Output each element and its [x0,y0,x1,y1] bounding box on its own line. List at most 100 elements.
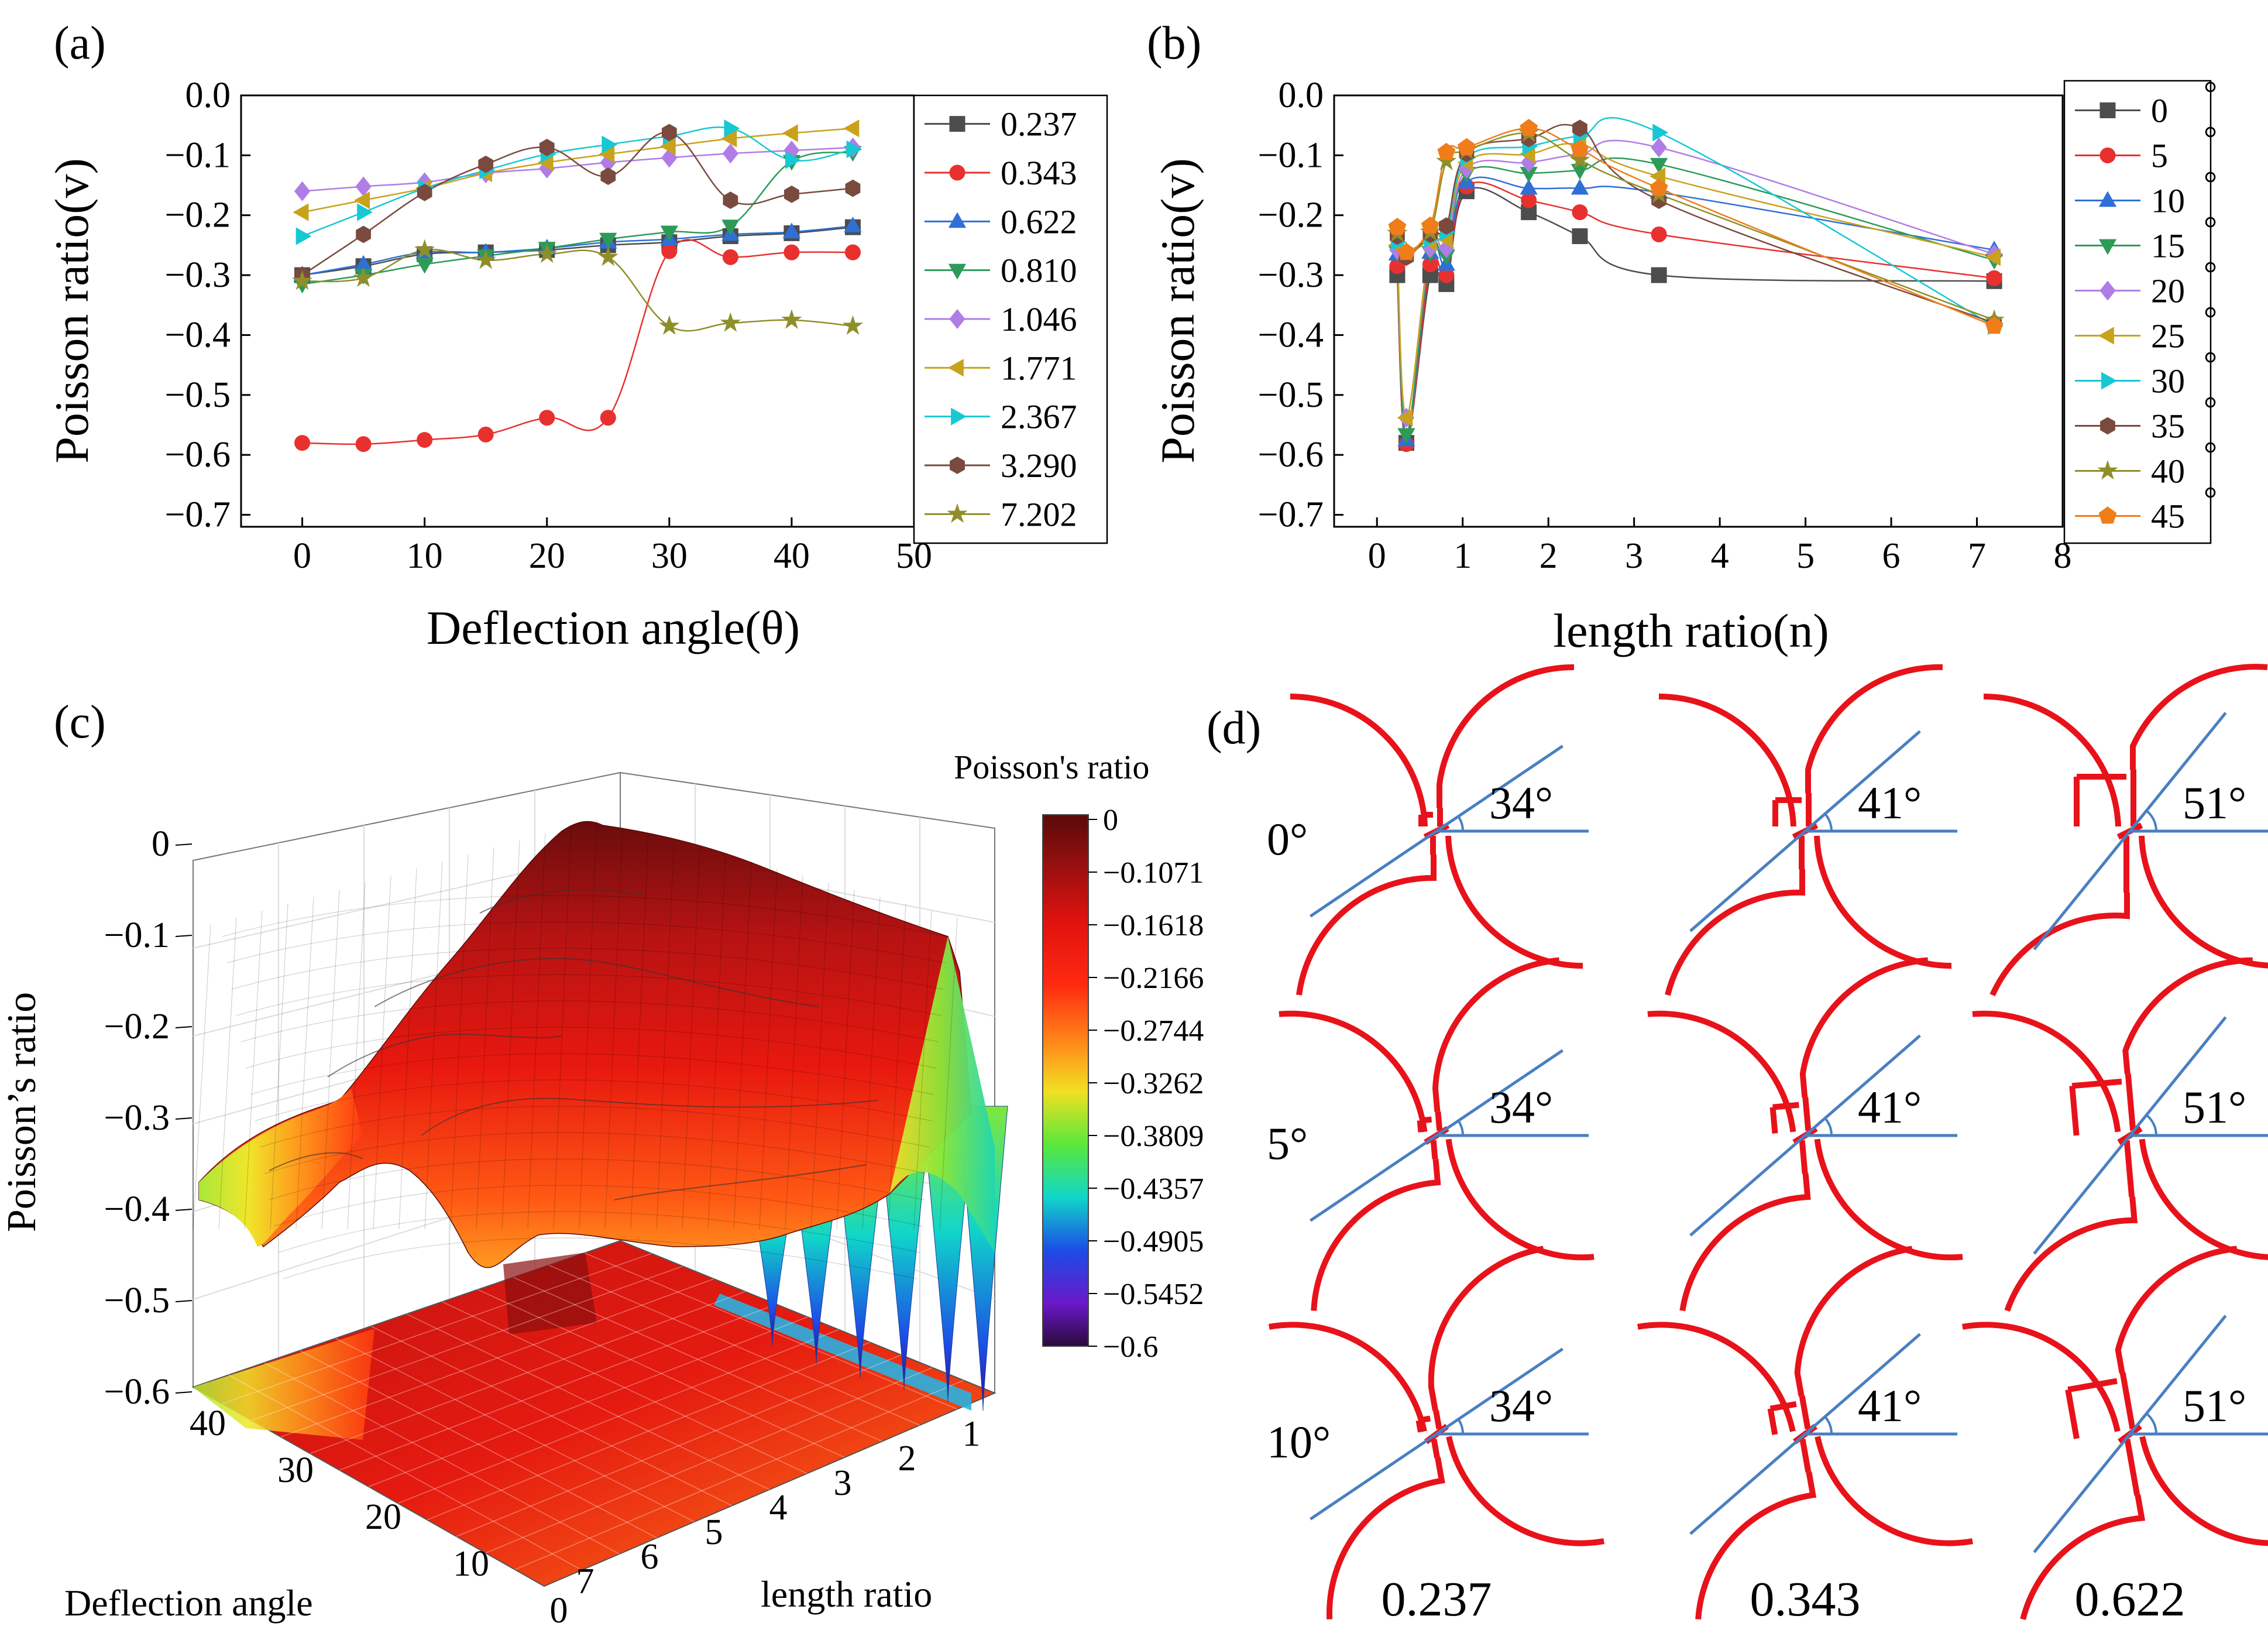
y-tick-label: 0.0 [185,76,231,115]
c-xlabel: length ratio [761,1573,932,1615]
d-row-label: 10° [1267,1416,1331,1467]
d-arc-upper-right [1799,957,1928,1098]
d-angle-label: 34° [1489,777,1553,828]
c-mesh-line [630,833,649,1230]
legend-label-5: 5 [2151,137,2168,175]
legend-degree: ° [2204,119,2217,157]
series-point-1.046 [294,181,311,201]
series-point-3.290 [784,186,799,203]
legend-label-0.343: 0.343 [1001,154,1077,192]
c-mesh-curve [269,1158,925,1200]
c-floor-grid [280,1278,714,1438]
series-point-7.202 [842,315,864,335]
series-point-7.202 [291,270,313,290]
y-tick-label: −0.2 [1258,195,1324,235]
y-tick-label: −0.1 [165,135,231,175]
series-point-0.343 [355,436,372,452]
c-length-tick-label: 6 [641,1537,659,1577]
series-point-0.343 [722,249,738,265]
c-z-tick-label: −0.1 [104,915,170,955]
legend-marker-40 [2097,459,2118,480]
series-line-1.046 [302,146,853,193]
legend-label-15: 15 [2151,227,2185,265]
c-mesh-line [682,847,700,1230]
legend-marker-0 [2099,102,2116,118]
c-mesh-line [888,903,906,1230]
c-z-tick [175,935,193,937]
x-tick-label: 20 [529,536,565,576]
c-length-tick-label: 3 [834,1463,852,1503]
legend-degree: ° [2204,345,2217,383]
c-floor-grid [513,1277,882,1442]
series-point-5 [1651,226,1667,242]
x-tick-label: 40 [774,536,810,576]
series-line-0.622 [302,225,853,276]
d-arc-upper-left [1658,694,1796,827]
series-line-0 [1396,187,1995,444]
chart-a-ylabel: Poisson ratio(v) [45,158,98,464]
legend-label-0.622: 0.622 [1001,203,1077,241]
c-angle-tick-label: 30 [277,1450,314,1490]
series-point-0.343 [294,435,311,451]
series-point-7.202 [720,312,741,332]
series-point-0.622 [782,222,801,239]
c-floor-left-patch [193,1329,374,1440]
c-mesh-line [707,854,726,1230]
x-tick-label: 6 [1882,536,1901,576]
d-arc-upper-left [1290,694,1428,827]
series-point-7.202 [414,239,435,259]
series-line-7.202 [302,248,853,332]
c-z-tick [175,1209,193,1211]
series-line-0.237 [302,226,853,276]
series-point-0.622 [844,217,862,233]
series-line-5 [1396,181,1995,445]
series-point-25 [1985,248,2001,266]
c-floor-grid [339,1303,776,1471]
d-angle-arc [1824,1416,1833,1435]
series-point-3.290 [600,167,616,186]
legend-marker-35 [2100,417,2115,435]
series-point-3.290 [478,155,494,173]
c-mesh-line [553,826,572,1230]
series-point-3.290 [661,123,677,142]
c-cbar-tick-label: −0.6 [1103,1330,1158,1364]
c-colorbar-title: Poisson's ratio [954,748,1149,786]
legend-marker-25 [2098,327,2114,345]
c-mesh-line [193,924,211,1230]
legend-marker-45 [2098,506,2117,524]
c-ylabel: Deflection angle [64,1582,313,1624]
series-point-20 [1651,138,1667,158]
d-arc-lower-left [1326,1457,1445,1620]
c-mesh-line [295,896,314,1230]
y-tick-label: −0.5 [1258,375,1324,415]
series-point-7.202 [353,267,374,287]
series-point-2.367 [724,119,740,138]
c-angle-tick-label: 20 [365,1497,401,1537]
d-center-link [2069,1078,2122,1136]
chart-b: 0 1 2 3 4 5 6 7 80.0−0.1−0.2−0.3−0.4−0.5−0.6−0.7… [1151,74,2217,658]
d-arc-lower-left [1296,855,1437,996]
series-point-45 [1650,179,1668,196]
series-point-0.343 [784,244,800,260]
c-mesh-curve [222,895,949,937]
c-mesh-curve [259,1106,930,1148]
series-point-30 [1652,123,1669,142]
legend-label-35: 35 [2151,407,2185,445]
series-line-1.771 [302,128,853,213]
series-point-25 [1397,409,1413,427]
series-point-0.343 [844,244,861,260]
d-cell-r1-c2: 51° [1972,957,2268,1312]
d-angle-label: 34° [1489,1082,1553,1133]
d-angle-arc [2146,1114,2157,1136]
d-cell-r2-c1: 41° [1637,1246,1974,1620]
c-mesh-line [785,875,803,1230]
series-point-1.771 [782,124,798,142]
legend-label-0.237: 0.237 [1001,105,1077,143]
c-floor-grid [549,1264,920,1426]
x-tick-label: 7 [1968,536,1986,576]
d-arc-upper-left [1279,1010,1428,1133]
c-mesh-line [398,868,417,1230]
c-mesh-curve [283,1237,918,1279]
d-arc-lower-right [1814,1138,1963,1261]
c-mesh-line [836,889,855,1230]
